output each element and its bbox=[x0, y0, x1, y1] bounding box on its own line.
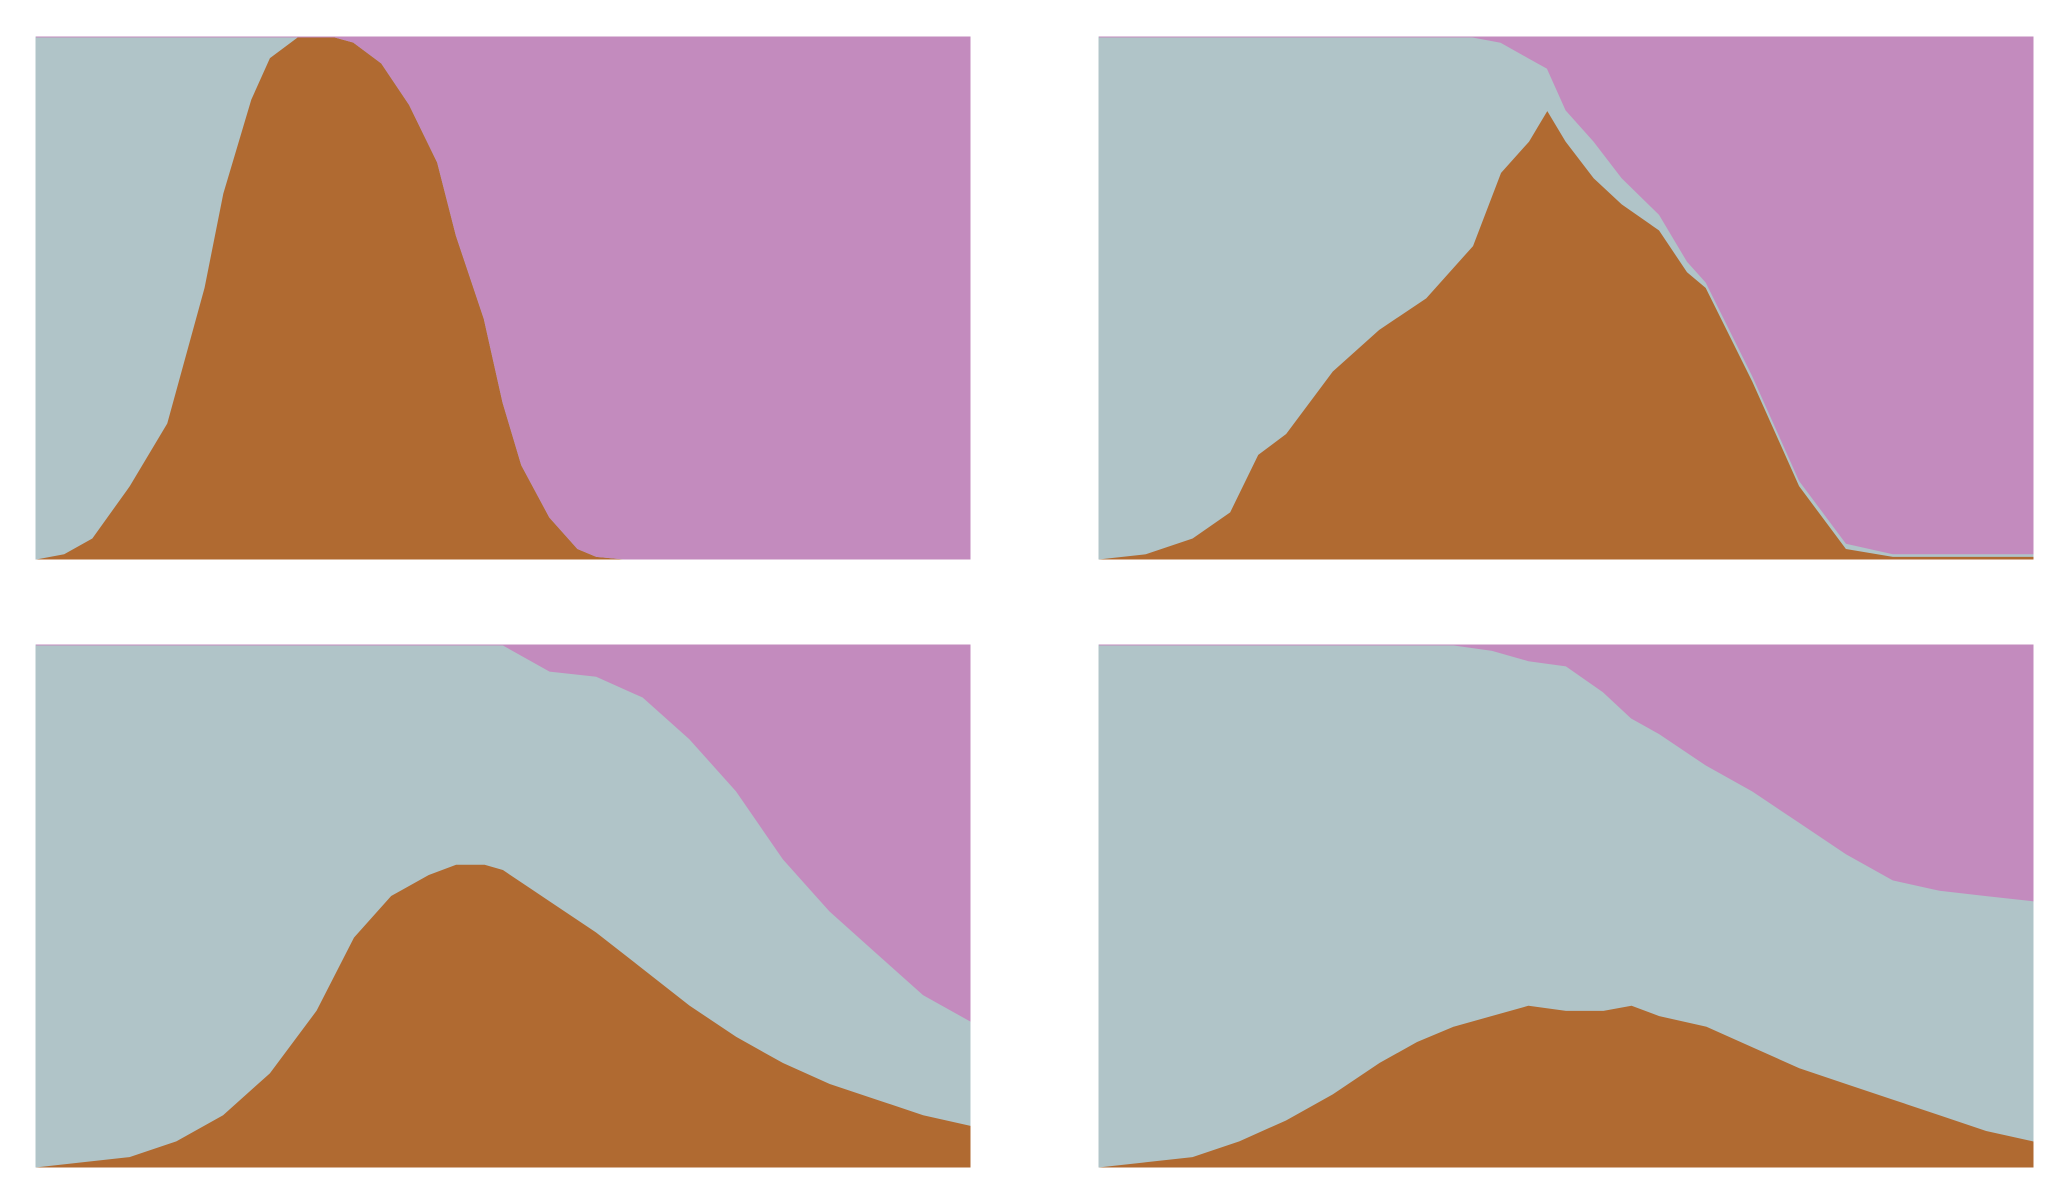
panel-bottom-left bbox=[35, 644, 971, 1168]
panel-top-right bbox=[1098, 36, 2034, 560]
series-top-area bbox=[36, 36, 971, 560]
panel-top-left bbox=[35, 36, 971, 560]
series-top-area bbox=[1099, 644, 2034, 902]
panel-bottom-right bbox=[1098, 644, 2034, 1168]
series-top-area bbox=[1099, 36, 2034, 555]
series-top-area bbox=[36, 644, 971, 1022]
